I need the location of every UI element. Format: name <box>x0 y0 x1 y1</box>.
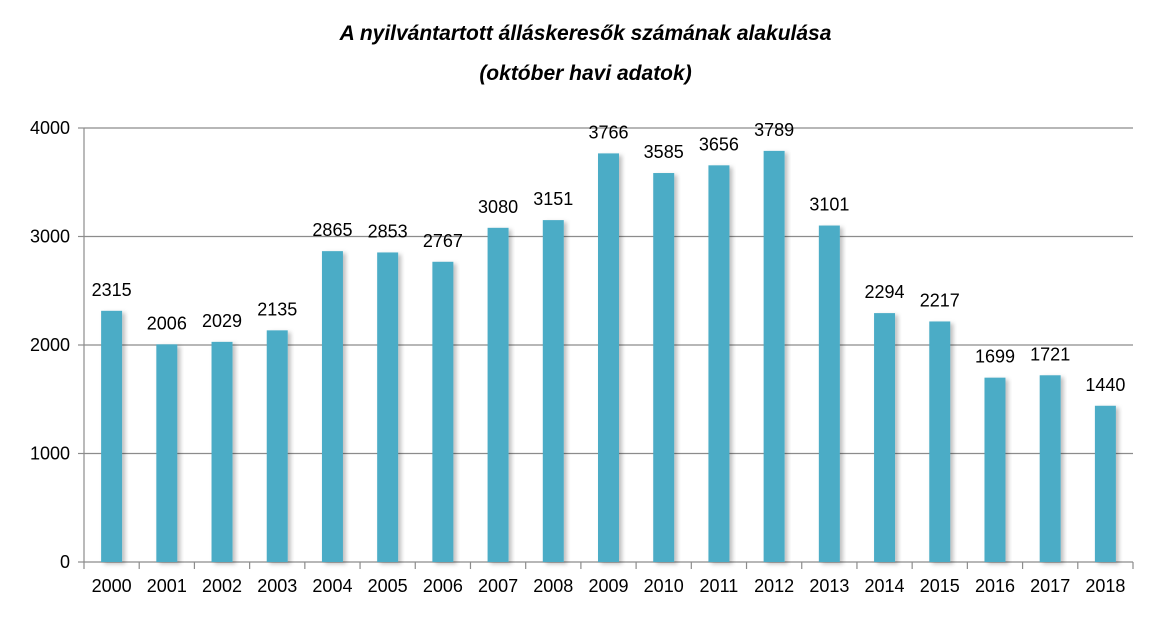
bar-2013 <box>818 225 840 562</box>
x-tick-label: 2005 <box>368 576 408 596</box>
bar-2006 <box>432 261 454 562</box>
y-tick-label: 2000 <box>30 335 70 355</box>
data-label-2009: 3766 <box>588 122 628 142</box>
chart-title-block: A nyilvántartott álláskeresők számának a… <box>0 14 1171 94</box>
bar-2009 <box>598 153 619 562</box>
data-labels: 2315 2006 2029 2135 2865 2853 2767 3080 3151 3766… <box>92 120 1126 395</box>
data-label-2011: 3656 <box>699 134 739 154</box>
data-label-2001: 2006 <box>147 313 187 333</box>
x-tick-label: 2015 <box>920 576 960 596</box>
x-tick-label: 2009 <box>588 576 628 596</box>
data-label-2007: 3080 <box>478 197 518 217</box>
y-tick-label: 1000 <box>30 444 70 464</box>
data-label-2006: 2767 <box>423 231 463 251</box>
x-tick-label: 2012 <box>754 576 794 596</box>
x-tick-label: 2007 <box>478 576 518 596</box>
x-tick-label: 2002 <box>202 576 242 596</box>
bar-2011 <box>708 165 730 562</box>
bar-2007 <box>487 227 509 562</box>
bar-2001 <box>156 344 178 562</box>
data-label-2016: 1699 <box>975 347 1015 367</box>
data-label-2013: 3101 <box>809 195 849 215</box>
x-tick-label: 2014 <box>865 576 905 596</box>
x-tick-label: 2013 <box>809 576 849 596</box>
data-label-2004: 2865 <box>312 220 352 240</box>
bar-2004 <box>321 251 343 562</box>
chart-subtitle: (október havi adatok) <box>479 62 692 85</box>
x-tick-label: 2000 <box>92 576 132 596</box>
axes: 0 1000 2000 3000 4000 2000 2001 2002 2003 2004 200… <box>30 118 1134 596</box>
bar-2018 <box>1094 405 1116 562</box>
bar-2005 <box>377 252 399 562</box>
x-tick-label: 2004 <box>312 576 352 596</box>
data-label-2005: 2853 <box>368 221 408 241</box>
data-label-2012: 3789 <box>754 120 794 140</box>
bar-2002 <box>211 341 233 562</box>
y-tick-label: 3000 <box>30 227 70 247</box>
x-tick-label: 2018 <box>1085 576 1125 596</box>
y-tick-label: 4000 <box>30 118 70 138</box>
data-label-2000: 2315 <box>92 280 132 300</box>
x-tick-label: 2008 <box>533 576 573 596</box>
data-label-2008: 3151 <box>533 189 573 209</box>
data-label-2017: 1721 <box>1030 344 1070 364</box>
x-tick-label: 2017 <box>1030 576 1070 596</box>
x-tick-label: 2003 <box>257 576 297 596</box>
x-tick-label: 2011 <box>700 576 739 596</box>
data-label-2018: 1440 <box>1085 375 1125 395</box>
y-tick-label: 0 <box>60 552 70 572</box>
bar-2010 <box>653 173 675 562</box>
data-label-2003: 2135 <box>257 299 297 319</box>
bar-2008 <box>542 220 564 562</box>
bar-2016 <box>984 377 1006 562</box>
bars <box>101 150 1116 562</box>
bar-2012 <box>763 150 785 562</box>
data-label-2002: 2029 <box>202 311 242 331</box>
bar-2015 <box>929 321 951 562</box>
bar-2003 <box>266 330 288 562</box>
bar-2014 <box>874 313 896 562</box>
x-tick-label: 2006 <box>423 576 463 596</box>
data-label-2015: 2217 <box>920 290 960 310</box>
bar-2017 <box>1039 375 1061 562</box>
bar-2000 <box>101 310 123 562</box>
data-label-2014: 2294 <box>865 282 905 302</box>
x-tick-label: 2001 <box>147 576 187 596</box>
x-tick-label: 2010 <box>644 576 684 596</box>
x-tick-label: 2016 <box>975 576 1015 596</box>
chart-title: A nyilvántartott álláskeresők számának a… <box>339 22 832 45</box>
data-label-2010: 3585 <box>644 142 684 162</box>
